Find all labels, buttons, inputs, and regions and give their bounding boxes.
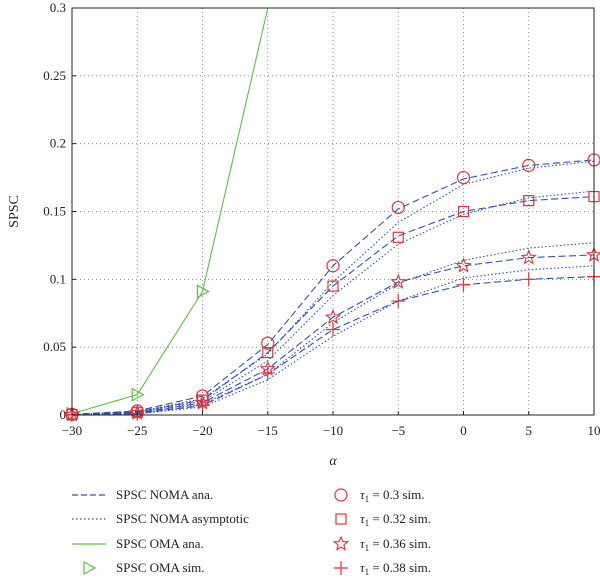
y-tick-label: 0.3 — [50, 0, 66, 15]
noma-ana-line — [71, 254, 595, 416]
tau-0.3-circle-marker — [522, 158, 536, 172]
legend-tau036-star-icon — [332, 535, 350, 551]
legend-oma-sim-triangle-icon — [83, 560, 97, 576]
tau-0.36-star-marker — [455, 257, 472, 273]
tau-0.38-plus-marker — [521, 272, 536, 287]
noma-asymptotic-line — [71, 190, 595, 416]
noma-asymptotic-line — [71, 160, 595, 416]
oma-ana-line — [71, 7, 269, 415]
tau-0.3-circle-marker — [326, 259, 340, 273]
tau-0.38-plus-marker — [456, 277, 471, 292]
tau-0.3-circle-marker — [456, 170, 471, 185]
x-tick-label: −20 — [192, 423, 212, 438]
tau-0.38-plus-marker — [260, 365, 275, 380]
x-tick-label: 10 — [588, 423, 600, 438]
x-tick-label: 0 — [460, 423, 467, 438]
noma-ana-line — [71, 159, 595, 415]
noma-ana-line — [71, 196, 595, 416]
legend-tau032-square-icon — [335, 513, 347, 525]
legend-oma-sim-label: SPSC OMA sim. — [116, 560, 205, 575]
y-tick-label: 0.15 — [43, 204, 66, 219]
oma-sim-triangle-marker — [196, 284, 210, 299]
x-tick-label: −5 — [391, 423, 405, 438]
legend: SPSC NOMA ana. SPSC NOMA asymptotic SPSC… — [72, 487, 431, 577]
oma-sim-triangle-marker — [131, 387, 145, 402]
tau-0.36-star-marker — [520, 249, 537, 265]
x-tick-label: 5 — [526, 423, 533, 438]
x-tick-label: −30 — [62, 423, 82, 438]
legend-tau036-label: τ1 = 0.36 sim. — [360, 536, 431, 553]
tau-0.38-plus-marker — [195, 398, 210, 413]
legend-tau038-plus-icon — [334, 561, 348, 575]
legend-tau038-label: τ1 = 0.38 sim. — [360, 560, 431, 577]
x-tick-label: −25 — [127, 423, 147, 438]
tau-0.36-star-marker — [324, 308, 342, 325]
legend-tau03-circle-icon — [334, 488, 348, 502]
tau-0.38-plus-marker — [391, 294, 406, 309]
y-tick-label: 0 — [60, 407, 67, 422]
tau-0.32-square-marker — [262, 346, 274, 359]
x-axis-label: α — [329, 454, 337, 469]
series-markers — [63, 153, 600, 422]
tau-0.32-square-marker — [327, 280, 339, 292]
noma-asymptotic-line — [71, 265, 595, 416]
tau-0.32-square-marker — [392, 231, 404, 243]
y-tick-label: 0.1 — [50, 271, 66, 286]
grid — [72, 8, 594, 415]
legend-tau03-label: τ1 = 0.3 sim. — [360, 487, 425, 504]
tau-0.3-circle-marker — [261, 336, 275, 350]
legend-noma-ana-label: SPSC NOMA ana. — [116, 487, 213, 502]
y-tick-label: 0.2 — [50, 136, 66, 151]
legend-tau032-label: τ1 = 0.32 sim. — [360, 511, 431, 528]
x-tick-label: −10 — [323, 423, 343, 438]
x-tick-label: −15 — [258, 423, 278, 438]
noma-ana-line — [71, 276, 595, 416]
legend-noma-asym-label: SPSC NOMA asymptotic — [116, 511, 249, 526]
tau-0.36-star-marker — [390, 273, 407, 289]
tau-0.32-square-marker — [457, 205, 470, 218]
y-tick-label: 0.05 — [43, 339, 66, 354]
axis-ticks: −30 −25 −20 −15 −10 −5 0 5 10 0 0.05 0.1 0.15 0.2 0.25… — [43, 0, 600, 438]
tau-0.32-square-marker — [523, 195, 535, 207]
y-tick-label: 0.25 — [43, 68, 66, 83]
tau-0.38-plus-marker — [326, 322, 340, 337]
tau-0.3-circle-marker — [391, 200, 405, 215]
y-axis-label: SPSC — [7, 195, 22, 228]
legend-oma-ana-label: SPSC OMA ana. — [116, 536, 204, 551]
